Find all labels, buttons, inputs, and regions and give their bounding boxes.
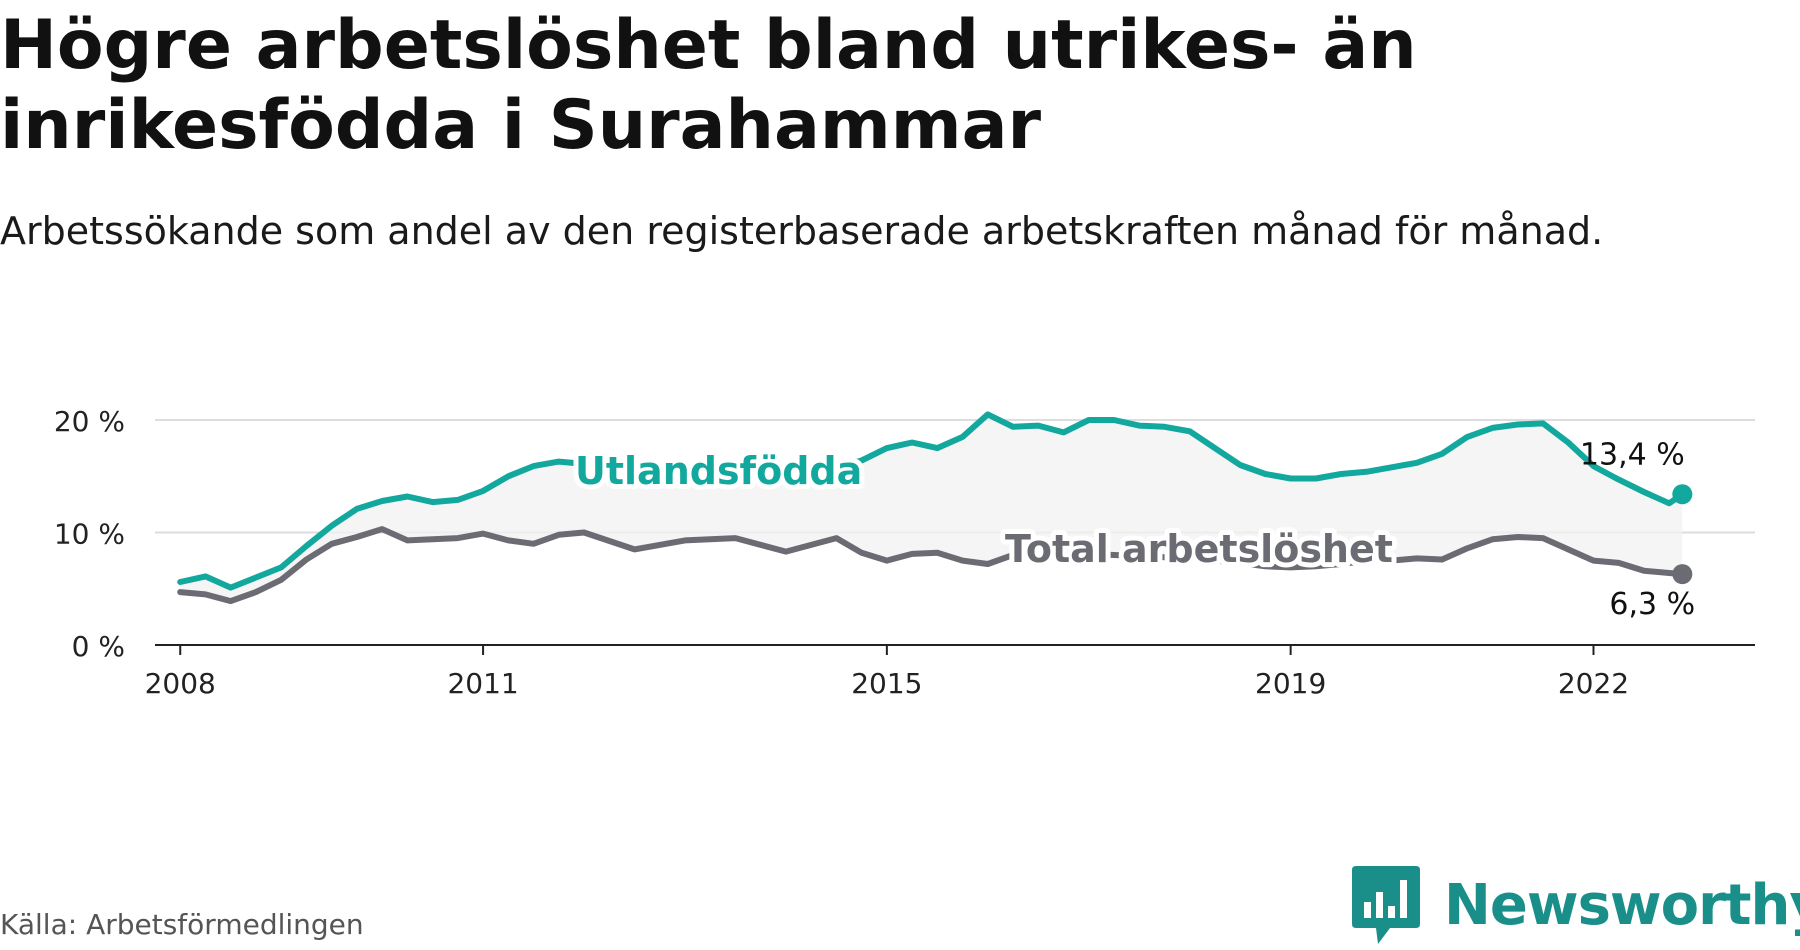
x-tick-label: 2011: [447, 667, 518, 700]
brand-logo: Newsworthy: [1350, 860, 1800, 950]
gap-area: [180, 414, 1683, 602]
source-note: Källa: Arbetsförmedlingen: [0, 908, 364, 941]
series-line-total: [177, 526, 1686, 605]
end-point-utlandsfodda: [1672, 484, 1693, 505]
chart-subtitle: Arbetssökande som andel av den registerb…: [0, 209, 1604, 253]
line-chart: 0 % 10 % 20 % 2008 2011 2015 2019 2022 Utlandsf…: [54, 405, 1755, 700]
chart-title: Högre arbetslöshet bland utrikes- än inr…: [0, 6, 1417, 165]
gap-band: [180, 414, 1683, 602]
x-tick-label: 2008: [145, 667, 216, 700]
series-label-total-halo: Total arbetslöshet: [1005, 527, 1393, 571]
y-tick-label: 10 %: [54, 518, 125, 551]
series: [177, 411, 1693, 605]
end-point-total: [1672, 564, 1693, 585]
y-tick-label: 0 %: [72, 630, 125, 663]
x-tick-label: 2019: [1255, 667, 1326, 700]
series-label-total: Total arbetslöshet: [1005, 527, 1393, 571]
y-tick-label: 20 %: [54, 405, 125, 438]
brand-name: Newsworthy: [1444, 872, 1800, 938]
x-tick-label: 2015: [851, 667, 922, 700]
axes: 0 % 10 % 20 % 2008 2011 2015 2019 2022: [54, 405, 1755, 700]
series-label-utlandsfodda: Utlandsfödda: [575, 449, 862, 493]
series-label-utlandsfodda-halo: Utlandsfödda: [575, 449, 862, 493]
newsworthy-logo-icon: [1352, 866, 1420, 944]
x-tick-label: 2022: [1558, 667, 1629, 700]
series-line-utlandsfodda: [177, 411, 1686, 591]
end-label-total: 6,3 %: [1609, 587, 1695, 622]
end-label-utlandsfodda: 13,4 %: [1580, 437, 1685, 472]
